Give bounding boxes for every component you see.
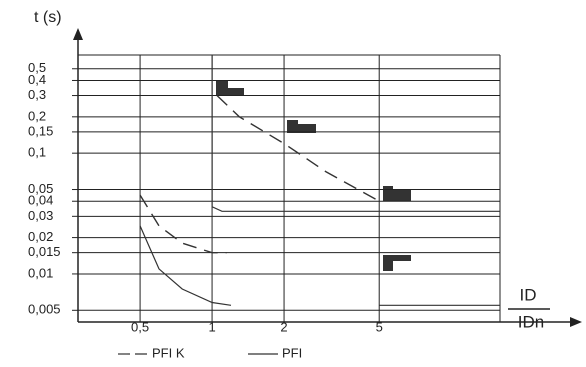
x-tick-label: 1 [208, 319, 215, 334]
series-line [139, 95, 380, 254]
y-tick-label: 0,02 [28, 229, 53, 244]
y-tick-label: 0,5 [28, 60, 46, 75]
markers [216, 80, 411, 271]
y-tick-label: 0,05 [28, 181, 53, 196]
marker [383, 186, 411, 201]
y-tick-label: 0,4 [28, 72, 46, 87]
y-tick-label: 0,3 [28, 87, 46, 102]
marker [287, 120, 316, 133]
x-axis-label-numerator: ID [520, 285, 537, 304]
y-tick-label: 0,2 [28, 108, 46, 123]
y-tick-label: 0,015 [28, 244, 61, 259]
marker [383, 255, 411, 271]
y-tick-label: 0,01 [28, 265, 53, 280]
y-axis-label: t (s) [34, 9, 62, 26]
series-line [139, 55, 500, 306]
legend-label: PFI K [152, 345, 185, 360]
legend-label: PFI [282, 345, 302, 360]
y-tick-label: 0,15 [28, 123, 53, 138]
marker [216, 80, 244, 96]
y-axis-arrow [73, 28, 83, 40]
x-tick-label: 0,5 [131, 319, 149, 334]
x-tick-label: 5 [376, 319, 383, 334]
y-tick-label: 0,1 [28, 145, 46, 160]
x-axis-arrow [570, 317, 582, 327]
x-tick-label: 2 [280, 319, 287, 334]
y-tick-label: 0,03 [28, 208, 53, 223]
y-tick-label: 0,04 [28, 193, 53, 208]
y-tick-label: 0,005 [28, 302, 61, 317]
